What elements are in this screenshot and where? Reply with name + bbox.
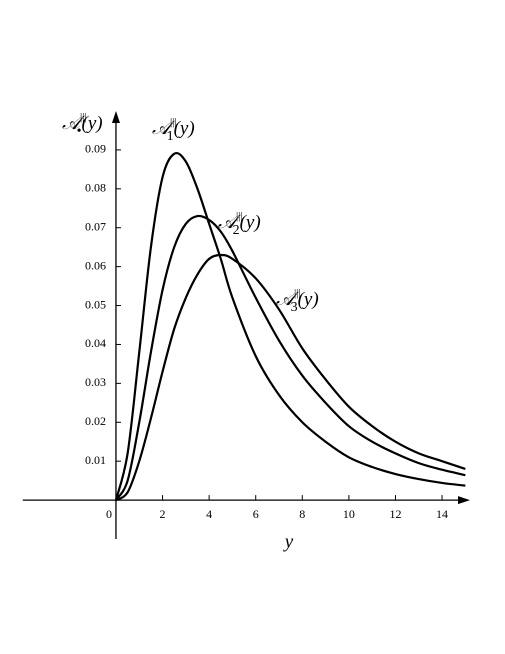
label-sub: 2: [233, 223, 240, 238]
x-arrow: [458, 496, 470, 505]
label-arg: (y): [82, 113, 103, 134]
y-tick-label: 0.01: [85, 453, 106, 467]
label-sub: 3: [291, 300, 298, 315]
curve-label: 𝒜||| 3(y): [276, 287, 319, 316]
label-sub: •: [77, 124, 82, 139]
x-tick-label: 2: [160, 507, 166, 521]
label-arg: (y): [240, 212, 261, 233]
y-tick-label: 0.02: [85, 414, 106, 428]
label-sup: |||: [80, 111, 87, 123]
y-tick-label: 0.07: [85, 219, 106, 233]
label-sup: |||: [170, 116, 177, 128]
label-sub: 1: [167, 129, 174, 144]
x-tick-label: 10: [343, 507, 355, 521]
y-tick-label: 0.06: [85, 258, 106, 272]
y-tick-label: 0.08: [85, 181, 106, 195]
y-tick-label: 0.09: [85, 142, 106, 156]
x-tick-label: 0: [106, 507, 112, 521]
x-tick-label: 12: [389, 507, 401, 521]
curve-label: 𝒜||| 1(y): [152, 116, 195, 145]
y-tick-label: 0.04: [85, 336, 106, 350]
line-curve: [114, 152, 466, 501]
x-tick-label: 6: [253, 507, 259, 521]
y-tick-label: 0.05: [85, 297, 106, 311]
line-curve: [115, 214, 466, 501]
label-sup: |||: [294, 287, 301, 299]
x-tick-label: 8: [299, 507, 305, 521]
x-tick-label: 14: [436, 507, 448, 521]
x-tick-label: 4: [206, 507, 212, 521]
line-curve: [115, 253, 466, 502]
y-axis-label: 𝒜||| •(y): [62, 111, 103, 140]
label-sup: |||: [236, 210, 243, 222]
curve-label: 𝒜||| 2(y): [218, 210, 261, 239]
label-arg: (y): [174, 118, 195, 139]
label-arg: (y): [298, 289, 319, 310]
y-arrow: [111, 111, 120, 123]
x-axis-label: y: [283, 531, 294, 552]
y-tick-label: 0.03: [85, 375, 106, 389]
